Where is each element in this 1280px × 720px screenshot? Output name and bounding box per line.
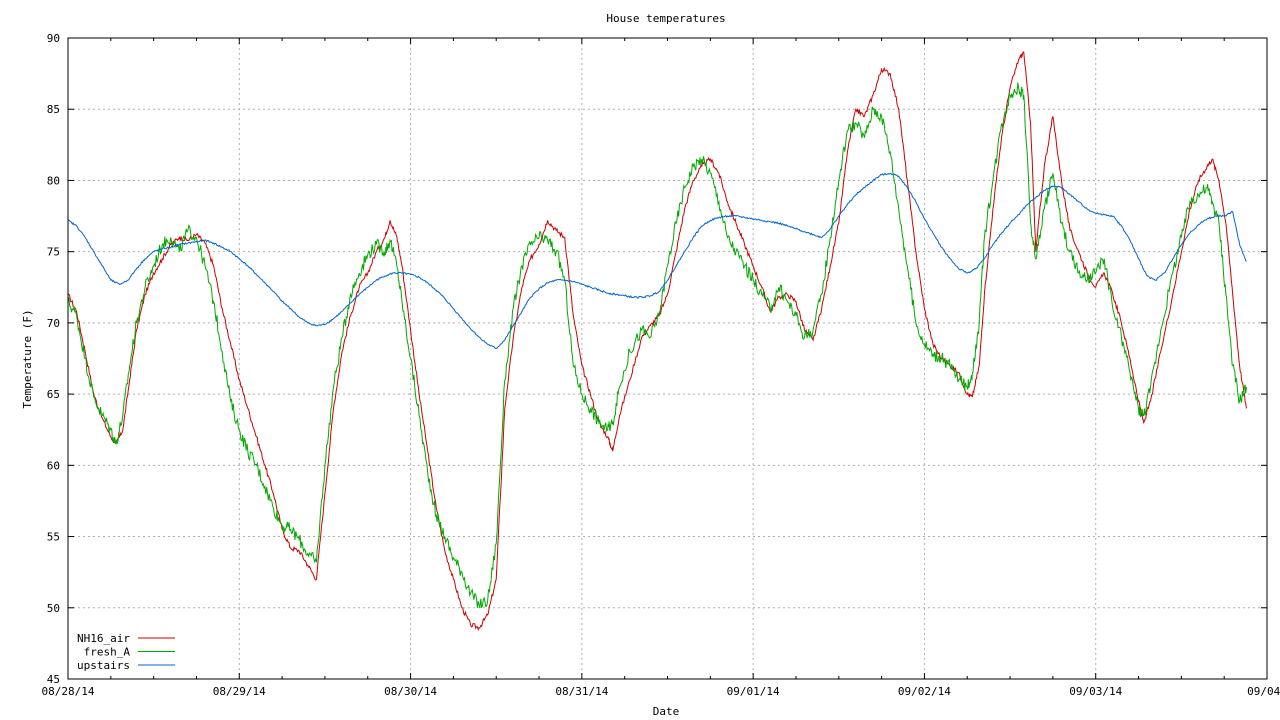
- x-tick-label: 09/02/14: [898, 685, 951, 698]
- axis-ticks: [67, 37, 1268, 680]
- tick-labels: 45 50 55 60 65 70 75 80 85 90 08/28/14 08/29/14 08/3…: [42, 32, 1280, 698]
- y-tick-label: 55: [47, 531, 60, 544]
- series-line-upstairs: [67, 172, 1247, 350]
- series-group: [67, 51, 1247, 632]
- x-tick-label: 09/04/: [1247, 685, 1280, 698]
- x-tick-label: 08/28/14: [42, 685, 95, 698]
- x-tick-label: 08/31/14: [555, 685, 608, 698]
- x-axis-label: Date: [653, 705, 680, 718]
- y-tick-label: 60: [47, 459, 60, 472]
- series-line-nh16-air: [67, 51, 1247, 632]
- series-line-fresh-a: [67, 82, 1247, 609]
- legend-label: fresh_A: [84, 646, 131, 659]
- y-tick-label: 85: [47, 103, 60, 116]
- y-tick-label: 75: [47, 246, 60, 259]
- legend-label: upstairs: [77, 659, 130, 672]
- y-tick-label: 65: [47, 388, 60, 401]
- x-tick-label: 08/30/14: [384, 685, 437, 698]
- x-tick-label: 09/01/14: [727, 685, 780, 698]
- y-tick-label: 50: [47, 602, 60, 615]
- y-tick-label: 80: [47, 174, 60, 187]
- legend-label: NH16_air: [77, 632, 130, 645]
- y-tick-label: 90: [47, 32, 60, 45]
- y-tick-label: 70: [47, 317, 60, 330]
- chart-title: House temperatures: [606, 12, 725, 25]
- y-tick-label: 45: [47, 673, 60, 686]
- x-tick-label: 08/29/14: [213, 685, 266, 698]
- x-tick-label: 09/03/14: [1069, 685, 1122, 698]
- y-axis-label: Temperature (F): [21, 309, 34, 408]
